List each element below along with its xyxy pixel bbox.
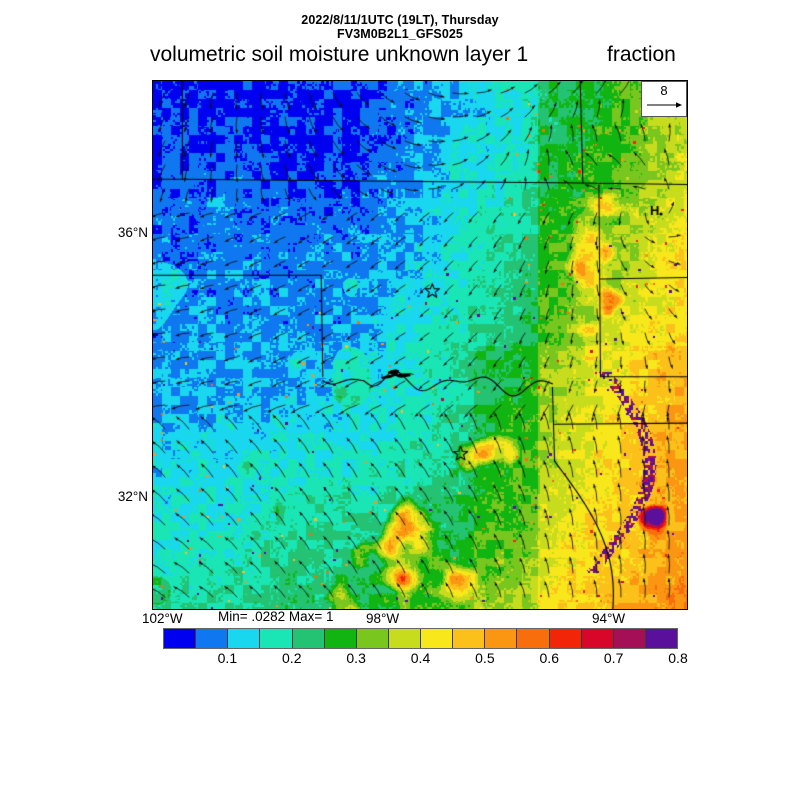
colorbar <box>163 628 678 649</box>
colorbar-segment-2 <box>228 629 261 648</box>
model-title: FV3M0B2L1_GFS025 <box>337 27 463 41</box>
colorbar-segment-8 <box>421 629 454 648</box>
colorbar-segment-14 <box>613 629 646 648</box>
colorbar-segment-0 <box>164 629 197 648</box>
colorbar-segment-15 <box>645 629 677 648</box>
lon-label-94w: 94°W <box>592 611 626 626</box>
colorbar-segment-4 <box>292 629 325 648</box>
min-max-stats: Min= .0282 Max= 1 <box>218 609 334 624</box>
colorbar-tick-0.8: 0.8 <box>668 650 688 666</box>
colorbar-segment-12 <box>549 629 582 648</box>
colorbar-tick-0.7: 0.7 <box>603 650 624 666</box>
colorbar-segment-1 <box>196 629 229 648</box>
wind-vector-arrow-icon <box>647 102 682 108</box>
page-title: volumetric soil moisture unknown layer 1 <box>150 43 529 66</box>
colorbar-tick-0.3: 0.3 <box>346 650 366 666</box>
colorbar-tick-0.6: 0.6 <box>539 650 559 666</box>
colorbar-segment-9 <box>453 629 486 648</box>
colorbar-segment-10 <box>485 629 518 648</box>
soil-moisture-heatmap <box>153 81 687 609</box>
wind-vector-legend: 8 <box>641 81 687 117</box>
lat-label-32n: 32°N <box>117 489 148 504</box>
units-label: fraction <box>607 43 676 66</box>
colorbar-segment-5 <box>324 629 357 648</box>
lon-label-102w: 102°W <box>142 611 183 626</box>
map-plot-area[interactable]: 8 <box>152 80 688 610</box>
date-title: 2022/8/11/1UTC (19LT), Thursday <box>301 13 499 27</box>
colorbar-tick-0.1: 0.1 <box>217 650 238 666</box>
colorbar-segment-7 <box>388 629 421 648</box>
colorbar-segment-13 <box>581 629 614 648</box>
colorbar-segment-6 <box>356 629 389 648</box>
colorbar-tick-0.4: 0.4 <box>410 650 431 666</box>
lon-label-98w: 98°W <box>366 611 400 626</box>
colorbar-segment-3 <box>260 629 293 648</box>
colorbar-tick-labels: 0.1 0.2 0.3 0.4 0.5 0.6 0.7 0.8 <box>163 650 688 670</box>
wind-vector-legend-value: 8 <box>660 83 668 98</box>
colorbar-tick-0.5: 0.5 <box>475 650 495 666</box>
colorbar-segment-11 <box>517 629 550 648</box>
colorbar-tick-0.2: 0.2 <box>282 650 302 666</box>
lat-label-36n: 36°N <box>117 225 148 240</box>
